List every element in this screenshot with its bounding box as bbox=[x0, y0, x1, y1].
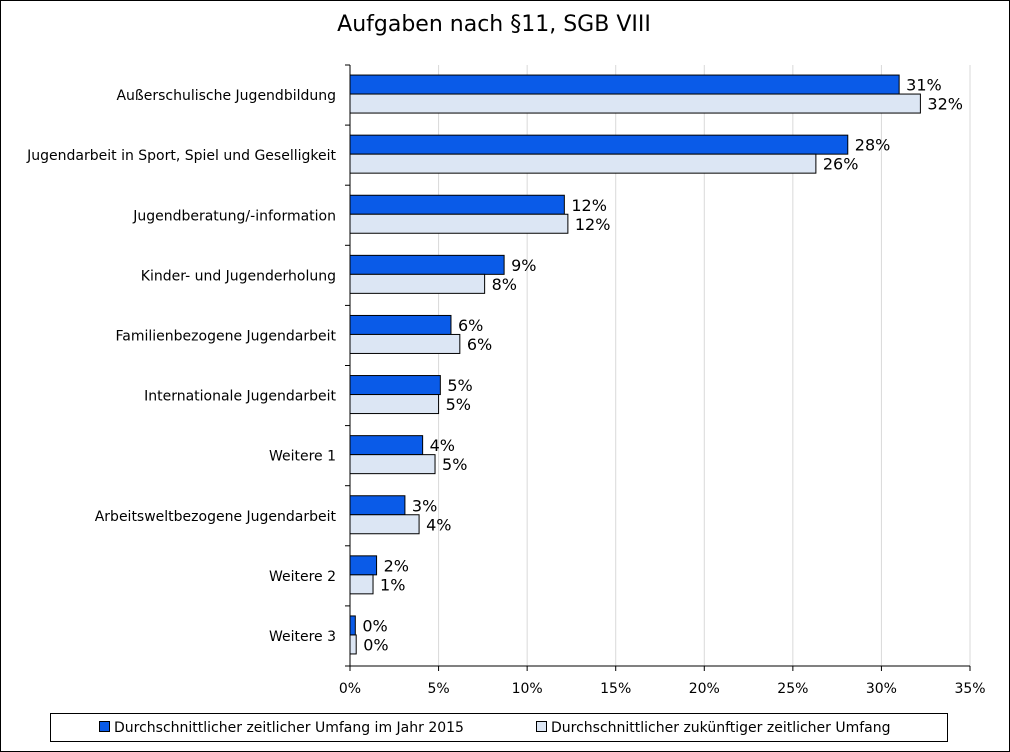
category-label: Arbeitsweltbezogene Jugendarbeit bbox=[95, 509, 337, 525]
data-label: 31% bbox=[906, 76, 942, 95]
bar bbox=[349, 514, 420, 535]
data-label: 4% bbox=[430, 436, 455, 455]
bar bbox=[349, 254, 505, 275]
category-label: Weitere 1 bbox=[269, 449, 336, 465]
data-label: 0% bbox=[362, 616, 387, 635]
bar bbox=[349, 555, 378, 576]
bar bbox=[349, 574, 374, 595]
category-label: Jugendberatung/-information bbox=[132, 208, 336, 224]
bar bbox=[349, 333, 461, 354]
bar bbox=[349, 314, 452, 335]
category-label: Jugendarbeit in Sport, Spiel und Geselli… bbox=[26, 148, 336, 164]
data-label: 12% bbox=[575, 215, 611, 234]
data-label: 32% bbox=[927, 95, 963, 114]
legend: Durchschnittlicher zeitlicher Umfang im … bbox=[50, 713, 948, 742]
x-tick-label: 30% bbox=[866, 681, 897, 697]
data-label: 2% bbox=[384, 556, 409, 575]
legend-label-2015: Durchschnittlicher zeitlicher Umfang im … bbox=[114, 720, 464, 736]
x-tick-label: 20% bbox=[689, 681, 720, 697]
data-label: 8% bbox=[492, 275, 517, 294]
data-label: 5% bbox=[446, 395, 471, 414]
category-label: Außerschulische Jugendbildung bbox=[116, 88, 336, 104]
data-label: 12% bbox=[571, 196, 607, 215]
bar bbox=[349, 213, 569, 234]
data-label: 5% bbox=[442, 455, 467, 474]
bar bbox=[349, 394, 440, 415]
x-tick-label: 35% bbox=[954, 681, 985, 697]
bar bbox=[349, 74, 900, 95]
bar bbox=[349, 153, 817, 174]
data-label: 0% bbox=[363, 635, 388, 654]
category-label: Weitere 3 bbox=[269, 629, 336, 645]
chart-title: Aufgaben nach §11, SGB VIII bbox=[337, 12, 651, 37]
category-label: Weitere 2 bbox=[269, 569, 336, 585]
data-label: 28% bbox=[855, 136, 891, 155]
data-label: 9% bbox=[511, 256, 536, 275]
x-tick-label: 15% bbox=[600, 681, 631, 697]
legend-swatch-2015 bbox=[99, 721, 110, 732]
x-tick-label: 10% bbox=[512, 681, 543, 697]
x-tick-label: 25% bbox=[777, 681, 808, 697]
data-label: 6% bbox=[458, 316, 483, 335]
data-label: 6% bbox=[467, 335, 492, 354]
legend-label-future: Durchschnittlicher zukünftiger zeitliche… bbox=[551, 720, 891, 736]
data-label: 3% bbox=[412, 496, 437, 515]
bar bbox=[349, 134, 849, 155]
category-label: Internationale Jugendarbeit bbox=[144, 389, 336, 405]
legend-swatch-future bbox=[536, 721, 547, 732]
data-label: 26% bbox=[823, 155, 859, 174]
legend-item-2015: Durchschnittlicher zeitlicher Umfang im … bbox=[99, 720, 464, 736]
legend-item-future: Durchschnittlicher zukünftiger zeitliche… bbox=[536, 720, 891, 736]
bar bbox=[349, 454, 436, 475]
data-label: 4% bbox=[426, 515, 451, 534]
bar bbox=[349, 375, 441, 396]
bar bbox=[349, 495, 406, 516]
bar bbox=[349, 634, 357, 655]
category-label: Familienbezogene Jugendarbeit bbox=[116, 328, 337, 344]
chart-plot: 31%32% Außerschulische Jugendbildung 28%26… bbox=[26, 64, 986, 697]
bar bbox=[349, 273, 486, 294]
x-tick-label: 5% bbox=[427, 681, 449, 697]
bar bbox=[349, 93, 921, 114]
data-label: 1% bbox=[380, 575, 405, 594]
category-label: Kinder- und Jugenderholung bbox=[141, 268, 336, 284]
bar bbox=[349, 435, 424, 456]
data-label: 5% bbox=[447, 376, 472, 395]
bar bbox=[349, 615, 356, 636]
x-tick-label: 0% bbox=[339, 681, 361, 697]
bar bbox=[349, 194, 565, 215]
